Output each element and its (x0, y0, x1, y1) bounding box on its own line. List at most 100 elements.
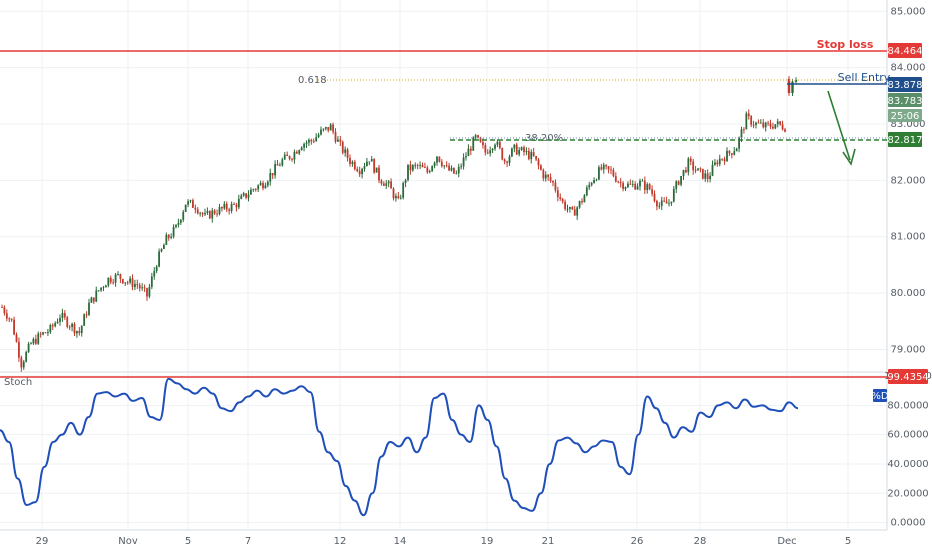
candle-body (100, 287, 102, 291)
candle-body (747, 113, 750, 117)
candle-body (718, 158, 721, 165)
candle-body (165, 234, 168, 245)
candle-body (351, 161, 354, 164)
candle-body (366, 161, 368, 167)
stop-loss-label: Stop loss (817, 38, 874, 51)
candle-body (90, 297, 93, 303)
stoch-value-tag: 99.4354 (887, 369, 929, 384)
candle-body (450, 167, 453, 171)
candle-body (182, 211, 185, 220)
candle-body (368, 161, 371, 163)
candle-body (54, 323, 57, 327)
candle-body (556, 190, 559, 198)
candle-body (740, 129, 743, 138)
candle-body (208, 211, 211, 219)
candle-body (547, 174, 550, 178)
candle-body (701, 168, 704, 179)
candle-body (723, 159, 726, 162)
svg-text:83.783: 83.783 (888, 96, 923, 107)
candle-body (600, 167, 603, 170)
candle-body (419, 165, 421, 166)
candle-body (97, 290, 100, 292)
candle-body (329, 124, 332, 131)
candle-body (59, 317, 61, 322)
candle-body (221, 207, 223, 209)
candle-body (107, 277, 110, 286)
candle-body (457, 166, 460, 174)
candle-body (112, 282, 115, 284)
candle-body (117, 273, 119, 275)
candle-body (428, 171, 431, 173)
candle-body (465, 156, 467, 158)
candle-body (291, 158, 293, 160)
candle-body (573, 209, 576, 216)
time-axis-ticks: 29 Nov 5 7 12 14 19 21 26 28 Dec 5 (36, 536, 852, 547)
price-tick-label: 81.000 (891, 232, 926, 243)
candle-body (689, 158, 692, 162)
candle-body (34, 338, 37, 344)
candle-body (571, 206, 574, 210)
candle-body (254, 189, 257, 190)
candle-body (143, 287, 146, 289)
candle-body (462, 157, 465, 167)
candle-body (204, 213, 206, 215)
candle-body (743, 129, 745, 131)
candle-body (641, 180, 644, 182)
candle-body (409, 164, 412, 171)
candle-body (30, 343, 32, 345)
candle-body (216, 213, 218, 215)
candle-body (375, 167, 378, 173)
stoch-tick-label: 0.0000 (891, 518, 926, 529)
candle-body (257, 185, 260, 190)
candle-body (564, 201, 566, 210)
price-tick-label: 80.000 (891, 288, 926, 299)
candle-body (395, 196, 397, 199)
candle-body (293, 151, 296, 160)
arrow-head-icon (842, 148, 856, 166)
candle-body (380, 180, 383, 184)
candle-body (264, 185, 267, 189)
stoch-legend: %D (871, 389, 889, 402)
candle-body (378, 167, 380, 181)
candle-body (199, 212, 202, 214)
candle-body (358, 171, 361, 175)
candle-body (602, 164, 605, 170)
candle-body (506, 161, 508, 163)
candle-body (646, 184, 649, 191)
candle-body (245, 193, 247, 198)
candle-body (233, 203, 235, 205)
svg-text:83.878: 83.878 (888, 80, 923, 91)
candle-body (794, 80, 798, 82)
candle-body (349, 157, 351, 164)
candle-body (286, 154, 289, 156)
candle-body (1, 307, 3, 308)
candle-body (448, 165, 450, 171)
candle-body (552, 181, 554, 183)
candle-body (119, 273, 122, 280)
candle-body (750, 116, 753, 125)
candle-body (663, 200, 666, 202)
candle-body (612, 170, 615, 177)
candle-body (141, 287, 144, 289)
candle-body (240, 195, 243, 199)
candle-body (607, 166, 610, 170)
candle-body (76, 331, 78, 334)
candle-body (769, 123, 772, 127)
candle-body (467, 148, 470, 157)
time-tick-label: 19 (481, 536, 494, 547)
candle-body (167, 234, 170, 238)
candle-body (363, 166, 366, 169)
candle-body (677, 181, 680, 185)
candle-body (146, 288, 148, 297)
time-tick-label: 12 (334, 536, 347, 547)
candle-body (755, 122, 757, 125)
candle-body (344, 149, 347, 153)
candle-body (42, 332, 44, 335)
candle-body (704, 173, 707, 179)
candle-body (433, 162, 436, 167)
time-tick-label: Nov (118, 536, 138, 547)
candle-body (614, 176, 617, 182)
candle-body (252, 189, 255, 190)
price-tick-label: 85.000 (891, 6, 926, 17)
